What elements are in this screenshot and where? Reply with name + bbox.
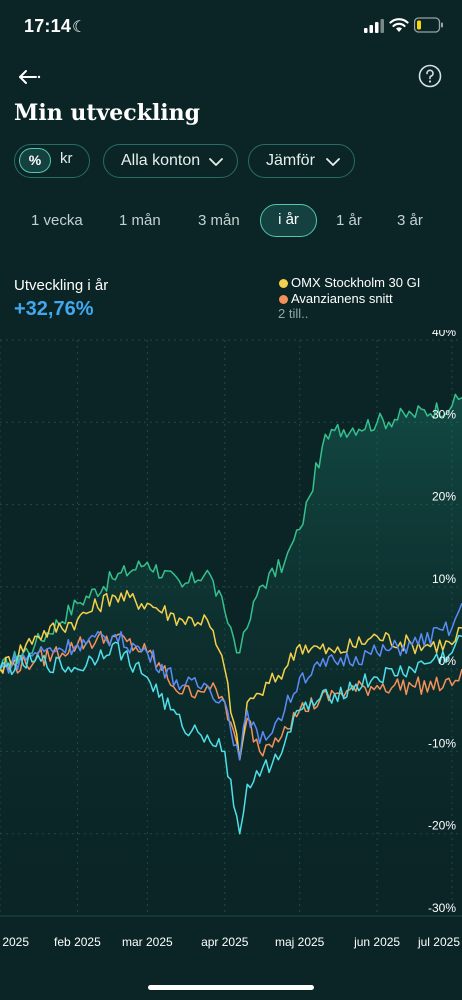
period-tab-i-ar[interactable]: i år	[260, 204, 317, 237]
moon-icon: ☾	[72, 19, 87, 36]
y-tick-label: -20%	[428, 819, 456, 833]
accounts-dropdown[interactable]: Alla konton	[103, 144, 238, 178]
wifi-icon	[389, 18, 409, 32]
x-tick-label: jun 2025	[353, 935, 400, 949]
home-indicator	[148, 985, 314, 990]
y-tick-label: 30%	[432, 407, 456, 421]
x-tick-label: feb 2025	[54, 935, 101, 949]
period-tab-1-ar[interactable]: 1 år	[336, 212, 362, 229]
chevron-down-icon	[326, 158, 340, 166]
performance-label: Utveckling i år	[14, 277, 109, 294]
series-line-3	[0, 603, 462, 761]
series-line-4	[0, 634, 462, 835]
y-tick-label: -30%	[428, 901, 456, 915]
x-tick-label: jul 2025	[417, 935, 460, 949]
percent-toggle-button[interactable]: %	[19, 148, 51, 173]
battery-icon	[414, 17, 443, 33]
back-arrow-icon[interactable]	[14, 64, 44, 90]
accounts-dropdown-label: Alla konton	[121, 152, 201, 169]
series-line-2	[0, 630, 462, 761]
period-tab-1-man[interactable]: 1 mån	[119, 212, 161, 229]
x-tick-label: maj 2025	[275, 935, 325, 949]
legend-item-omx: OMX Stockholm 30 GI	[291, 275, 421, 290]
compare-dropdown[interactable]: Jämför	[248, 144, 355, 178]
period-tab-3-ar[interactable]: 3 år	[397, 212, 423, 229]
period-tab-1-vecka[interactable]: 1 vecka	[31, 212, 83, 229]
series-line-1	[0, 589, 462, 761]
chevron-down-icon	[209, 158, 223, 166]
legend-item-avanzianens: Avanzianens snitt	[291, 291, 393, 306]
x-tick-label: jan 2025	[0, 935, 29, 949]
unit-toggle: % kr	[14, 144, 90, 178]
compare-dropdown-label: Jämför	[266, 152, 315, 169]
signal-icon	[364, 19, 384, 33]
x-tick-label: mar 2025	[122, 935, 173, 949]
performance-value: +32,76%	[14, 298, 94, 320]
y-tick-label: 0%	[439, 654, 457, 668]
series-line-0	[0, 393, 462, 672]
own-series-area	[0, 394, 462, 916]
legend-dot-omx	[279, 279, 288, 288]
help-icon[interactable]	[418, 64, 442, 88]
x-tick-label: apr 2025	[201, 935, 249, 949]
y-tick-label: -10%	[428, 736, 456, 750]
page-title: Min utveckling	[14, 100, 201, 126]
kr-toggle-button[interactable]: kr	[60, 150, 73, 167]
legend-more-link[interactable]: 2 till..	[278, 306, 309, 321]
period-tab-3-man[interactable]: 3 mån	[198, 212, 240, 229]
y-tick-label: 20%	[432, 490, 456, 504]
performance-chart[interactable]: 40% 30% 20% 10% 0% -10% -20% -30% jan 2025 feb 20…	[0, 330, 462, 960]
legend-dot-avanzianens	[279, 295, 288, 304]
status-bar: 17:14 ☾	[0, 0, 462, 56]
y-tick-label: 10%	[432, 572, 456, 586]
y-tick-label: 40%	[432, 330, 456, 339]
status-time: 17:14	[24, 16, 72, 36]
